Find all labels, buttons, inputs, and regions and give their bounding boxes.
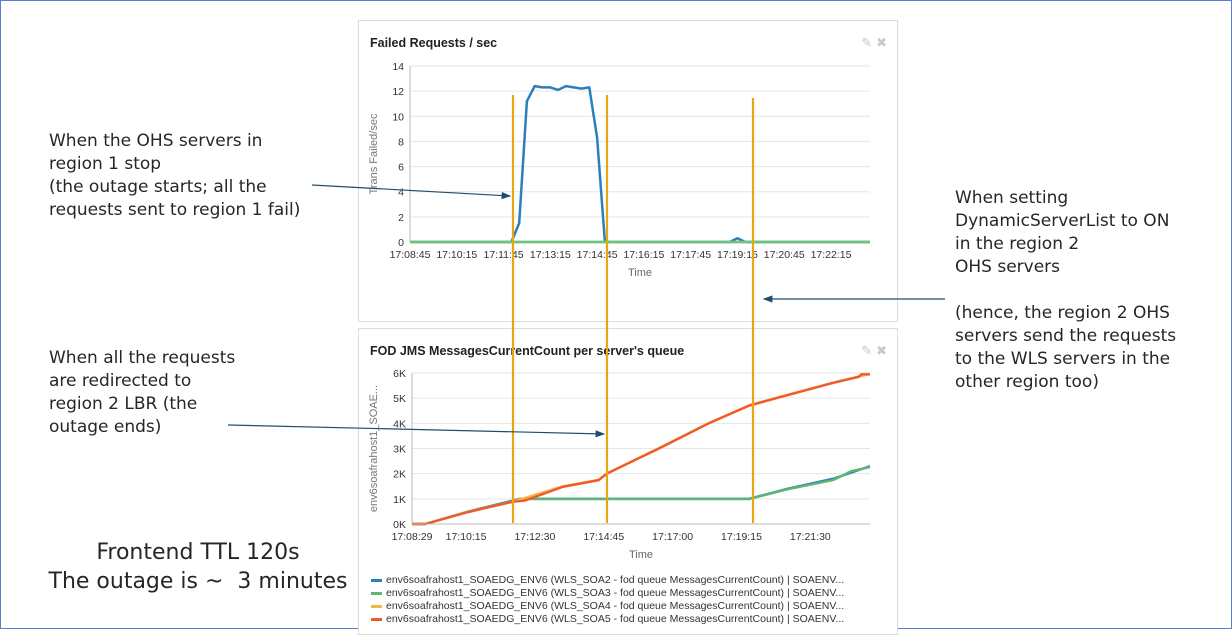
x-tick-label: 17:13:15 (530, 249, 571, 261)
y-tick-label: 10 (392, 111, 404, 123)
annotation-summary: Frontend TTL 120s The outage is ~ 3 minu… (48, 540, 348, 594)
y-tick-label: 4K (393, 418, 406, 430)
x-tick-label: 17:08:29 (392, 531, 433, 543)
annotation-dynamic-server-list: When setting DynamicServerList to ON in … (955, 188, 1177, 392)
x-tick-label: 17:17:00 (652, 531, 693, 543)
y-tick-label: 2K (393, 469, 406, 481)
y-tick-label: 5K (393, 393, 406, 405)
y-axis-label: env6soafrahost1_SOAE... (368, 385, 380, 512)
x-tick-label: 17:12:30 (514, 531, 555, 543)
series-line-1 (412, 464, 871, 526)
close-icon[interactable]: ✖ (876, 343, 887, 358)
failed-requests-chart: 0 2 4 6 8 10 12 14 17:08:45 17:10:15 17:11:45 17:13… (368, 61, 870, 279)
legend-item[interactable]: env6soafrahost1_SOAEDG_ENV6 (WLS_SOA4 - … (371, 600, 844, 613)
y-tick-label: 0K (393, 519, 406, 531)
x-tick-label: 17:10:15 (436, 249, 477, 261)
y-tick-label: 2 (398, 212, 404, 224)
legend-label: env6soafrahost1_SOAEDG_ENV6 (WLS_SOA2 - … (386, 574, 845, 586)
y-tick-label: 1K (393, 494, 406, 506)
panel-title: Failed Requests / sec (370, 36, 498, 50)
x-tick-label: 17:14:45 (577, 249, 618, 261)
x-tick-label: 17:20:45 (764, 249, 805, 261)
pencil-icon[interactable]: ✎ (861, 35, 873, 50)
legend-swatch (371, 578, 382, 582)
legend-item[interactable]: env6soafrahost1_SOAEDG_ENV6 (WLS_SOA2 - … (371, 574, 844, 587)
series-line-4 (412, 373, 870, 526)
legend-swatch (371, 591, 382, 595)
x-tick-label: 17:10:15 (446, 531, 487, 543)
legend-label: env6soafrahost1_SOAEDG_ENV6 (WLS_SOA4 - … (386, 600, 845, 612)
legend-label: env6soafrahost1_SOAEDG_ENV6 (WLS_SOA5 - … (386, 613, 845, 625)
x-tick-label: 17:21:30 (790, 531, 831, 543)
x-tick-label: 17:19:15 (721, 531, 762, 543)
y-axis-label: Trans Failed/sec (368, 113, 380, 194)
jms-messages-chart: 0K 1K 2K 3K 4K 5K 6K 17:08:29 17:10:15 17:12:30 17… (368, 368, 871, 561)
chart-legend: env6soafrahost1_SOAEDG_ENV6 (WLS_SOA2 - … (371, 574, 844, 626)
y-tick-label: 14 (392, 61, 404, 73)
legend-swatch (371, 617, 382, 621)
y-tick-label: 12 (392, 86, 404, 98)
x-axis-label: Time (628, 267, 652, 279)
x-tick-label: 17:16:15 (623, 249, 664, 261)
series-line-1 (410, 84, 870, 244)
x-tick-label: 17:11:45 (484, 249, 524, 261)
y-tick-label: 8 (398, 136, 404, 148)
x-tick-label: 17:14:45 (583, 531, 624, 543)
x-tick-label: 17:08:45 (390, 249, 431, 261)
close-icon[interactable]: ✖ (876, 35, 887, 50)
jms-messages-panel: FOD JMS MessagesCurrentCount per server'… (358, 328, 898, 635)
x-axis-label: Time (629, 549, 653, 561)
y-tick-label: 4 (398, 187, 404, 199)
y-tick-label: 0 (398, 237, 404, 249)
y-tick-label: 6K (393, 368, 406, 380)
panel-title: FOD JMS MessagesCurrentCount per server'… (370, 344, 685, 358)
pencil-icon[interactable]: ✎ (861, 343, 873, 358)
legend-label: env6soafrahost1_SOAEDG_ENV6 (WLS_SOA3 - … (386, 587, 845, 599)
y-tick-label: 3K (393, 444, 406, 456)
x-tick-label: 17:22:15 (811, 249, 852, 261)
x-tick-label: 17:17:45 (670, 249, 711, 261)
legend-item[interactable]: env6soafrahost1_SOAEDG_ENV6 (WLS_SOA3 - … (371, 587, 844, 600)
annotation-outage-start: When the OHS servers in region 1 stop (t… (49, 131, 301, 220)
legend-item[interactable]: env6soafrahost1_SOAEDG_ENV6 (WLS_SOA5 - … (371, 613, 844, 626)
series-line-2 (412, 465, 871, 526)
annotation-outage-end: When all the requests are redirected to … (49, 348, 236, 437)
failed-requests-panel: Failed Requests / sec ✎ ✖ 0 2 4 6 8 10 12 14 17:0… (358, 20, 898, 322)
y-tick-label: 6 (398, 162, 404, 174)
legend-swatch (371, 604, 382, 608)
x-tick-label: 17:19:15 (717, 249, 758, 261)
